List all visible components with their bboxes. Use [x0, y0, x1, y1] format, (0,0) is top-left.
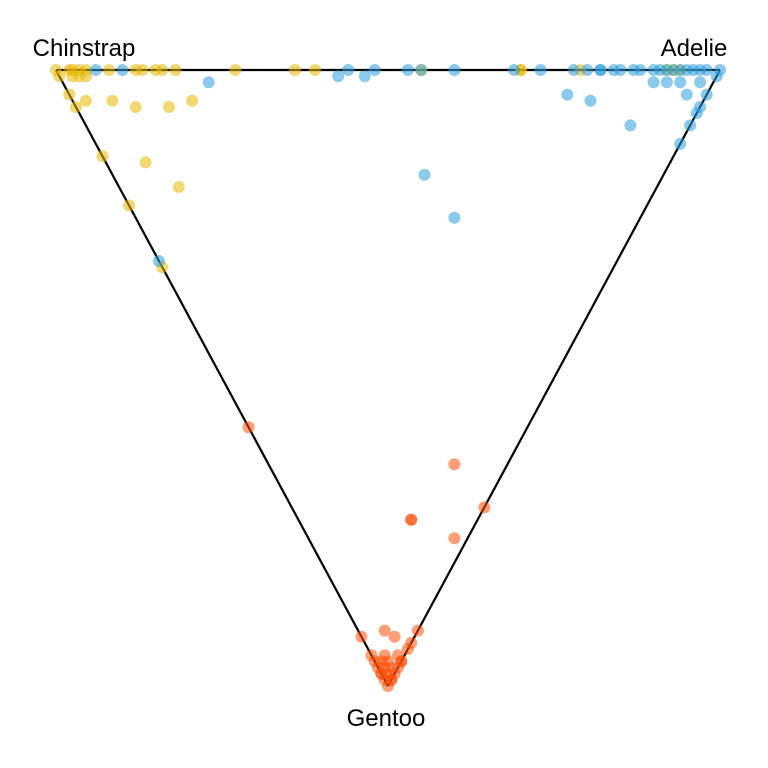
data-point-series-1 [561, 88, 574, 101]
data-point-series-2 [378, 624, 391, 637]
data-point-series-1 [647, 76, 660, 89]
edge-adelie-gentoo [387, 69, 721, 687]
data-point-series-1 [415, 64, 428, 76]
data-point-series-2 [405, 513, 418, 526]
data-point-series-1 [694, 76, 707, 89]
data-point-series-0 [289, 64, 301, 76]
data-point-series-1 [152, 255, 165, 267]
data-point-series-2 [411, 624, 424, 637]
data-point-series-2 [448, 458, 461, 471]
data-point-series-1 [690, 107, 703, 120]
data-point-series-0 [96, 150, 109, 163]
vertex-label-chinstrap: Chinstrap [33, 35, 136, 62]
data-point-series-1 [581, 64, 594, 76]
data-point-series-2 [401, 643, 414, 655]
data-point-series-2 [448, 532, 461, 545]
data-point-series-1 [584, 94, 597, 107]
data-point-series-1 [89, 64, 102, 76]
data-point-series-0 [63, 88, 76, 101]
data-point-series-1 [534, 64, 547, 76]
data-point-series-0 [106, 94, 119, 107]
data-point-series-0 [129, 101, 142, 113]
data-point-series-1 [680, 88, 693, 101]
data-point-series-1 [418, 168, 431, 181]
vertex-label-gentoo: Gentoo [347, 705, 426, 732]
data-point-series-1 [627, 64, 640, 76]
data-point-series-1 [448, 211, 461, 224]
data-point-series-0 [136, 64, 149, 76]
data-point-series-2 [368, 655, 381, 668]
data-point-series-0 [169, 64, 182, 76]
data-point-series-2 [242, 421, 255, 434]
data-point-series-2 [355, 630, 368, 643]
data-point-series-0 [139, 156, 152, 169]
data-point-series-1 [594, 64, 607, 76]
data-point-series-0 [186, 94, 199, 107]
data-point-series-1 [448, 64, 461, 76]
data-point-series-0 [79, 70, 92, 83]
data-point-series-1 [674, 76, 687, 89]
data-point-series-0 [53, 70, 66, 83]
data-point-series-1 [332, 70, 345, 83]
data-point-series-1 [674, 137, 687, 150]
data-point-series-1 [508, 64, 521, 76]
data-point-series-1 [700, 88, 713, 101]
data-point-series-1 [342, 64, 355, 76]
data-point-series-1 [401, 64, 414, 76]
data-point-series-1 [567, 64, 580, 76]
triangle-outline [55, 68, 721, 687]
vertex-labels: Chinstrap Adelie Gentoo [33, 35, 728, 732]
data-point-series-1 [607, 64, 620, 76]
data-point-series-0 [79, 94, 92, 107]
data-points [50, 64, 726, 692]
data-point-series-1 [684, 119, 697, 132]
data-point-series-2 [388, 630, 401, 643]
data-point-series-0 [69, 101, 82, 113]
data-point-series-1 [358, 70, 371, 83]
data-point-series-2 [382, 667, 394, 680]
data-point-series-0 [156, 64, 169, 76]
data-point-series-1 [368, 64, 381, 76]
data-point-series-0 [229, 64, 242, 76]
data-point-series-0 [162, 101, 175, 113]
edge-chinstrap-gentoo [55, 69, 389, 687]
vertex-label-adelie: Adelie [661, 35, 728, 62]
data-point-series-1 [660, 76, 673, 89]
data-point-series-0 [103, 64, 116, 76]
data-point-series-2 [478, 501, 491, 514]
data-point-series-1 [624, 119, 637, 132]
data-point-series-1 [116, 64, 129, 76]
data-point-series-1 [647, 64, 660, 76]
data-point-series-0 [309, 64, 321, 76]
data-point-series-2 [395, 655, 408, 668]
data-point-series-0 [172, 181, 185, 193]
data-point-series-0 [123, 199, 135, 212]
data-point-series-1 [710, 70, 723, 83]
data-point-series-1 [202, 76, 215, 89]
